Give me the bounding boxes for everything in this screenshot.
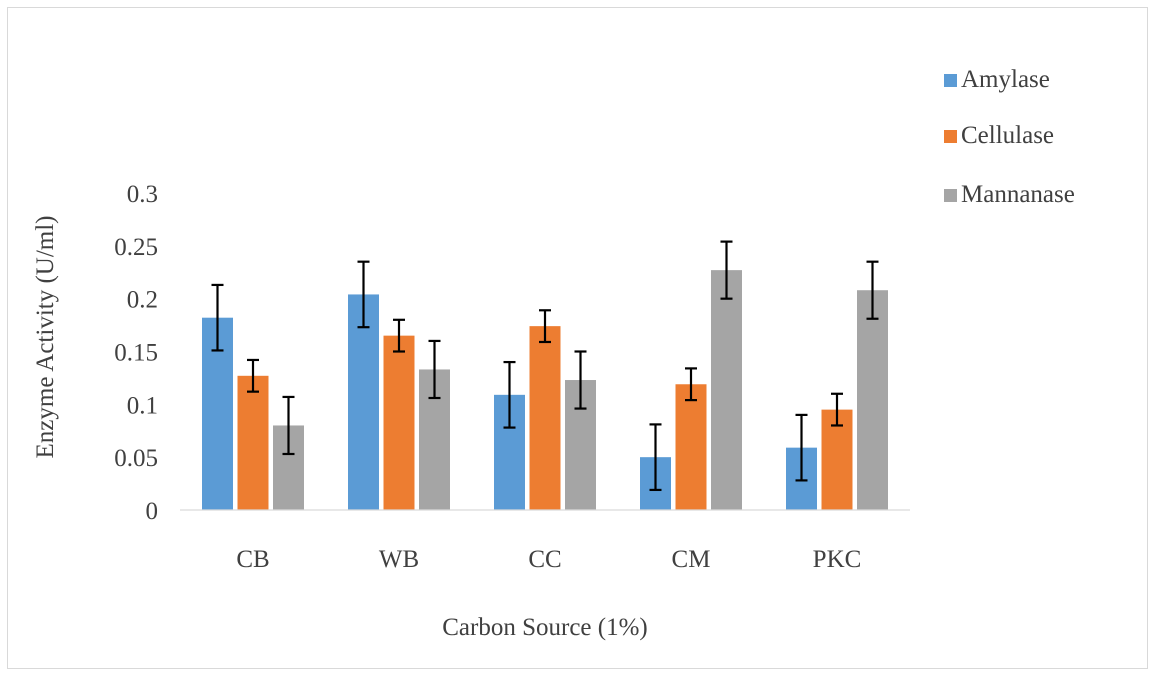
bar-cellulase-wb (383, 335, 415, 510)
bar-cellulase-cm (675, 384, 707, 510)
y-tick-label: 0.2 (127, 287, 158, 314)
bars-group (202, 270, 888, 510)
error-bar (357, 260, 370, 329)
y-tick-label: 0.05 (114, 445, 158, 472)
bar-cellulase-cb (237, 375, 269, 510)
error-bar (247, 358, 259, 393)
error-bar (282, 395, 295, 456)
error-bar (428, 339, 441, 400)
error-bar (866, 260, 879, 320)
bar-cellulase-cc (529, 326, 561, 510)
y-tick-label: 0 (146, 498, 159, 525)
y-tick-label: 0.1 (127, 392, 158, 419)
y-tick-label: 0.15 (114, 340, 158, 367)
y-tick-label: 0.3 (127, 181, 158, 208)
x-axis-label: Carbon Source (1%) (442, 614, 648, 641)
bar-mannanase-cm (711, 270, 742, 510)
x-axis-tick-labels: CB WB CC CM PKC (236, 546, 861, 573)
error-bar (685, 367, 697, 402)
legend-label: Amylase (961, 66, 1050, 93)
legend-label: Mannanase (961, 181, 1075, 208)
y-tick-label: 0.25 (114, 234, 158, 261)
error-bar (795, 413, 808, 482)
error-bars-group (211, 240, 879, 492)
error-bar (393, 318, 405, 353)
error-bar (211, 283, 224, 352)
y-axis-label: Enzyme Activity (U/ml) (32, 215, 59, 458)
error-bar (720, 240, 733, 300)
error-bar (831, 392, 843, 427)
legend-swatch (944, 189, 957, 202)
error-bar (649, 423, 662, 492)
legend-swatch (944, 74, 957, 87)
error-bar (539, 309, 551, 344)
bar-amylase-wb (348, 294, 379, 510)
x-tick-label: CC (528, 546, 561, 573)
legend: Amylase Cellulase Mannanase (944, 66, 1075, 208)
x-tick-label: WB (379, 546, 419, 573)
y-axis-ticks: 0 0.05 0.1 0.15 0.2 0.25 0.3 (114, 181, 158, 525)
x-tick-label: CB (236, 546, 269, 573)
legend-swatch (944, 130, 957, 143)
bar-mannanase-pkc (857, 290, 888, 510)
error-bar (503, 360, 516, 429)
legend-item-amylase: Amylase (944, 66, 1050, 93)
error-bar (574, 350, 587, 410)
legend-item-cellulase: Cellulase (944, 122, 1054, 149)
legend-item-mannanase: Mannanase (944, 181, 1075, 208)
chart-frame (7, 7, 1148, 669)
legend-label: Cellulase (961, 122, 1054, 149)
x-tick-label: PKC (813, 546, 862, 573)
x-tick-label: CM (672, 546, 711, 573)
